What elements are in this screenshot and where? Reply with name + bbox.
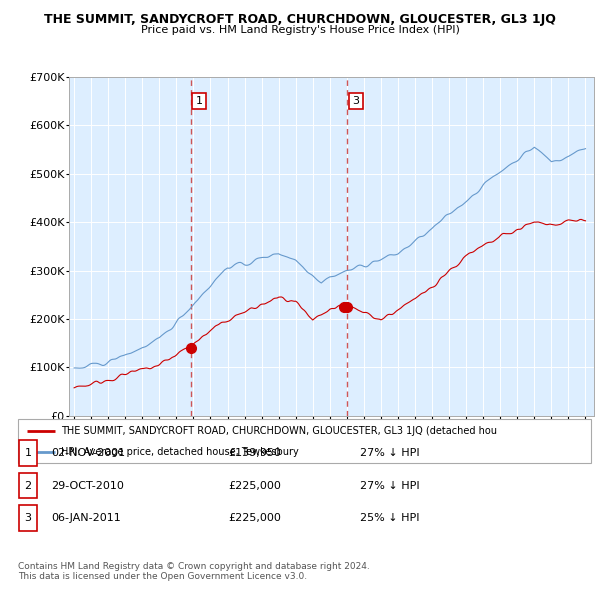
- Text: THE SUMMIT, SANDYCROFT ROAD, CHURCHDOWN, GLOUCESTER, GL3 1JQ (detached hou: THE SUMMIT, SANDYCROFT ROAD, CHURCHDOWN,…: [61, 427, 497, 436]
- Text: 3: 3: [25, 513, 31, 523]
- FancyBboxPatch shape: [19, 473, 37, 499]
- Text: 29-OCT-2010: 29-OCT-2010: [51, 481, 124, 490]
- Text: Contains HM Land Registry data © Crown copyright and database right 2024.
This d: Contains HM Land Registry data © Crown c…: [18, 562, 370, 581]
- Text: £225,000: £225,000: [228, 513, 281, 523]
- Text: Price paid vs. HM Land Registry's House Price Index (HPI): Price paid vs. HM Land Registry's House …: [140, 25, 460, 35]
- Text: £139,950: £139,950: [228, 448, 281, 458]
- Text: 2: 2: [25, 481, 31, 490]
- Text: HPI: Average price, detached house, Tewkesbury: HPI: Average price, detached house, Tewk…: [61, 447, 299, 457]
- Text: 25% ↓ HPI: 25% ↓ HPI: [360, 513, 419, 523]
- FancyBboxPatch shape: [19, 440, 37, 466]
- Text: 3: 3: [352, 96, 359, 106]
- Text: 27% ↓ HPI: 27% ↓ HPI: [360, 448, 419, 458]
- Text: 27% ↓ HPI: 27% ↓ HPI: [360, 481, 419, 490]
- Text: £225,000: £225,000: [228, 481, 281, 490]
- Text: 06-JAN-2011: 06-JAN-2011: [51, 513, 121, 523]
- Text: 1: 1: [196, 96, 203, 106]
- FancyBboxPatch shape: [19, 505, 37, 531]
- FancyBboxPatch shape: [18, 419, 591, 463]
- Text: THE SUMMIT, SANDYCROFT ROAD, CHURCHDOWN, GLOUCESTER, GL3 1JQ: THE SUMMIT, SANDYCROFT ROAD, CHURCHDOWN,…: [44, 13, 556, 26]
- Text: 02-NOV-2001: 02-NOV-2001: [51, 448, 125, 458]
- Text: 1: 1: [25, 448, 31, 458]
